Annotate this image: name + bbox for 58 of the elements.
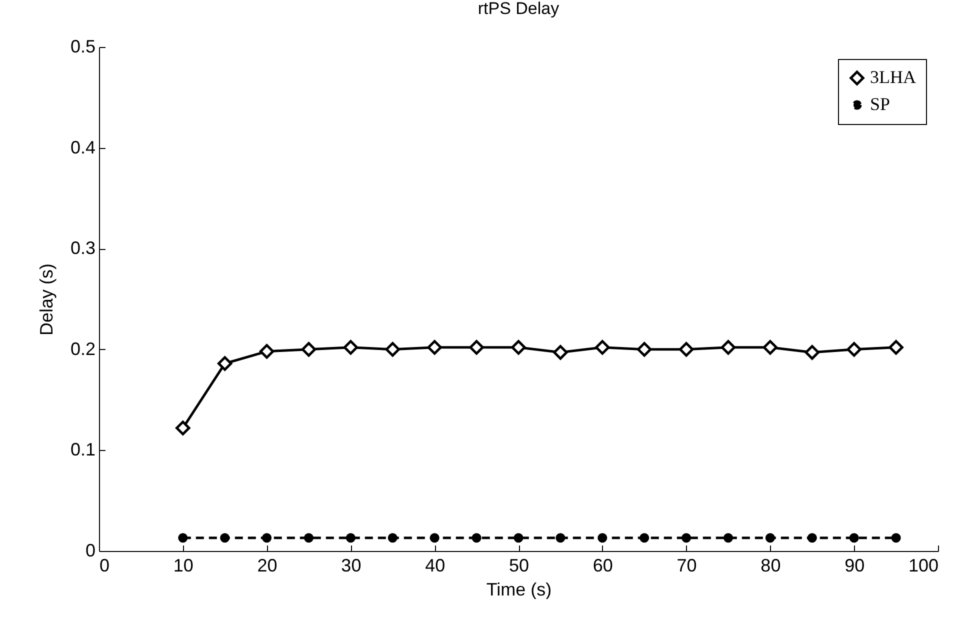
point xyxy=(388,533,398,543)
x-tick-label: 0 xyxy=(100,556,110,576)
x-tick-label: 30 xyxy=(341,556,362,576)
point xyxy=(217,356,232,371)
point xyxy=(343,340,358,355)
point xyxy=(346,533,356,543)
point xyxy=(720,340,736,355)
chart-title: rtPS Delay xyxy=(478,0,560,18)
point xyxy=(259,344,274,359)
point xyxy=(640,533,650,543)
point xyxy=(636,342,652,357)
point xyxy=(385,342,400,357)
point xyxy=(595,340,610,355)
x-tick-label: 80 xyxy=(760,556,781,576)
x-tick-label: 40 xyxy=(425,556,446,576)
point xyxy=(804,345,820,360)
point xyxy=(888,340,904,355)
point xyxy=(176,420,190,436)
point xyxy=(807,533,817,543)
legend-label: SP xyxy=(870,94,890,114)
x-tick-label: 100 xyxy=(908,556,938,576)
y-tick-label: 0 xyxy=(85,540,96,560)
point xyxy=(765,533,775,543)
point xyxy=(262,533,272,543)
point xyxy=(553,345,568,360)
y-tick-label: 0.4 xyxy=(70,137,96,158)
point xyxy=(556,533,566,543)
point xyxy=(511,340,526,355)
point xyxy=(472,533,482,543)
point xyxy=(427,340,442,355)
point xyxy=(220,533,230,543)
y-tick-label: 0.3 xyxy=(70,238,96,258)
x-tick-label: 10 xyxy=(173,556,194,576)
point xyxy=(723,533,734,543)
x-axis-title: Time (s) xyxy=(486,580,552,600)
point xyxy=(849,533,859,543)
x-tick-label: 20 xyxy=(257,556,278,576)
point xyxy=(598,533,608,543)
x-tick-label: 90 xyxy=(844,556,865,576)
point xyxy=(430,533,440,543)
point xyxy=(891,533,901,543)
x-tick-label: 70 xyxy=(676,556,697,576)
x-tick-label: 60 xyxy=(592,556,613,576)
y-tick-label: 0.5 xyxy=(70,36,96,56)
point xyxy=(469,340,484,355)
x-tick-label: 50 xyxy=(508,556,530,576)
point xyxy=(301,342,316,357)
y-tick-label: 0.2 xyxy=(70,338,96,359)
point xyxy=(178,533,188,543)
point xyxy=(682,533,692,543)
y-axis-title: Delay (s) xyxy=(36,263,56,336)
point xyxy=(304,533,314,543)
point xyxy=(514,533,524,543)
point xyxy=(762,340,778,355)
y-tick-label: 0.1 xyxy=(70,440,96,460)
point xyxy=(678,342,694,357)
legend-label: 3LHA xyxy=(870,67,916,87)
point xyxy=(846,342,862,357)
